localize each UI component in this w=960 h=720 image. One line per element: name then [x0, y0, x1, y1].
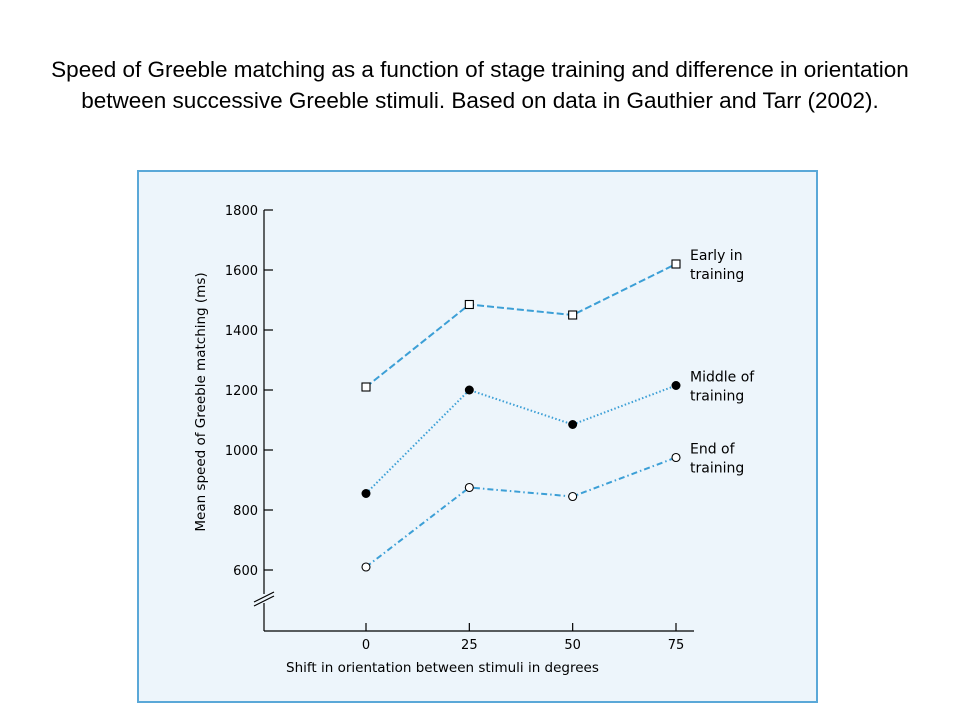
axis-break-mark: [253, 591, 275, 603]
data-point: [361, 562, 371, 572]
data-point: [568, 310, 578, 320]
data-point: [464, 482, 474, 493]
x-tick-label: 0: [362, 638, 370, 653]
series-line: [365, 384, 677, 495]
axis-break-mark: [253, 595, 275, 607]
y-tick-label: 800: [233, 504, 258, 519]
series-label: Early in: [690, 248, 743, 264]
figure-panel: 600 800 1000 1200 1400 1600 1800 0 25 50 75 Shift i…: [137, 170, 818, 703]
data-point: [671, 381, 681, 390]
y-tick-label: 1600: [225, 264, 258, 279]
series-label: training: [690, 267, 744, 283]
series-line: [365, 263, 677, 388]
series-label: End of: [690, 442, 736, 458]
series-label: training: [690, 461, 744, 477]
data-point: [671, 259, 681, 269]
data-point: [464, 299, 474, 310]
slide-title: Speed of Greeble matching as a function …: [51, 57, 909, 113]
series-line: [365, 456, 677, 568]
y-axis-title: Mean speed of Greeble matching (ms): [193, 272, 209, 531]
x-axis-title: Shift in orientation between stimuli in …: [286, 660, 599, 676]
data-point: [361, 382, 371, 392]
y-tick-label: 600: [233, 564, 258, 579]
line-chart: 600 800 1000 1200 1400 1600 1800 0 25 50 75 Shift i…: [193, 204, 755, 676]
series-label: Middle of: [690, 370, 755, 386]
data-point: [568, 420, 578, 429]
data-point: [361, 489, 371, 498]
y-tick-label: 1800: [225, 204, 258, 219]
y-tick-label: 1200: [225, 384, 258, 399]
x-tick-label: 25: [461, 638, 478, 653]
y-tick-label: 1400: [225, 324, 258, 339]
x-tick-label: 50: [564, 638, 581, 653]
x-tick-label: 75: [668, 638, 685, 653]
data-point: [568, 491, 578, 502]
y-tick-label: 1000: [225, 444, 258, 459]
series-label: training: [690, 389, 744, 405]
data-point: [464, 385, 474, 395]
data-point: [671, 452, 681, 463]
